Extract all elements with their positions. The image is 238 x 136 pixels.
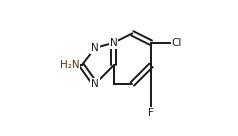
- Text: F: F: [148, 108, 154, 118]
- Text: Cl: Cl: [172, 38, 182, 48]
- Text: N: N: [91, 79, 99, 89]
- Text: N: N: [91, 43, 99, 53]
- Text: N: N: [110, 38, 118, 48]
- Text: H₂N: H₂N: [60, 60, 79, 70]
